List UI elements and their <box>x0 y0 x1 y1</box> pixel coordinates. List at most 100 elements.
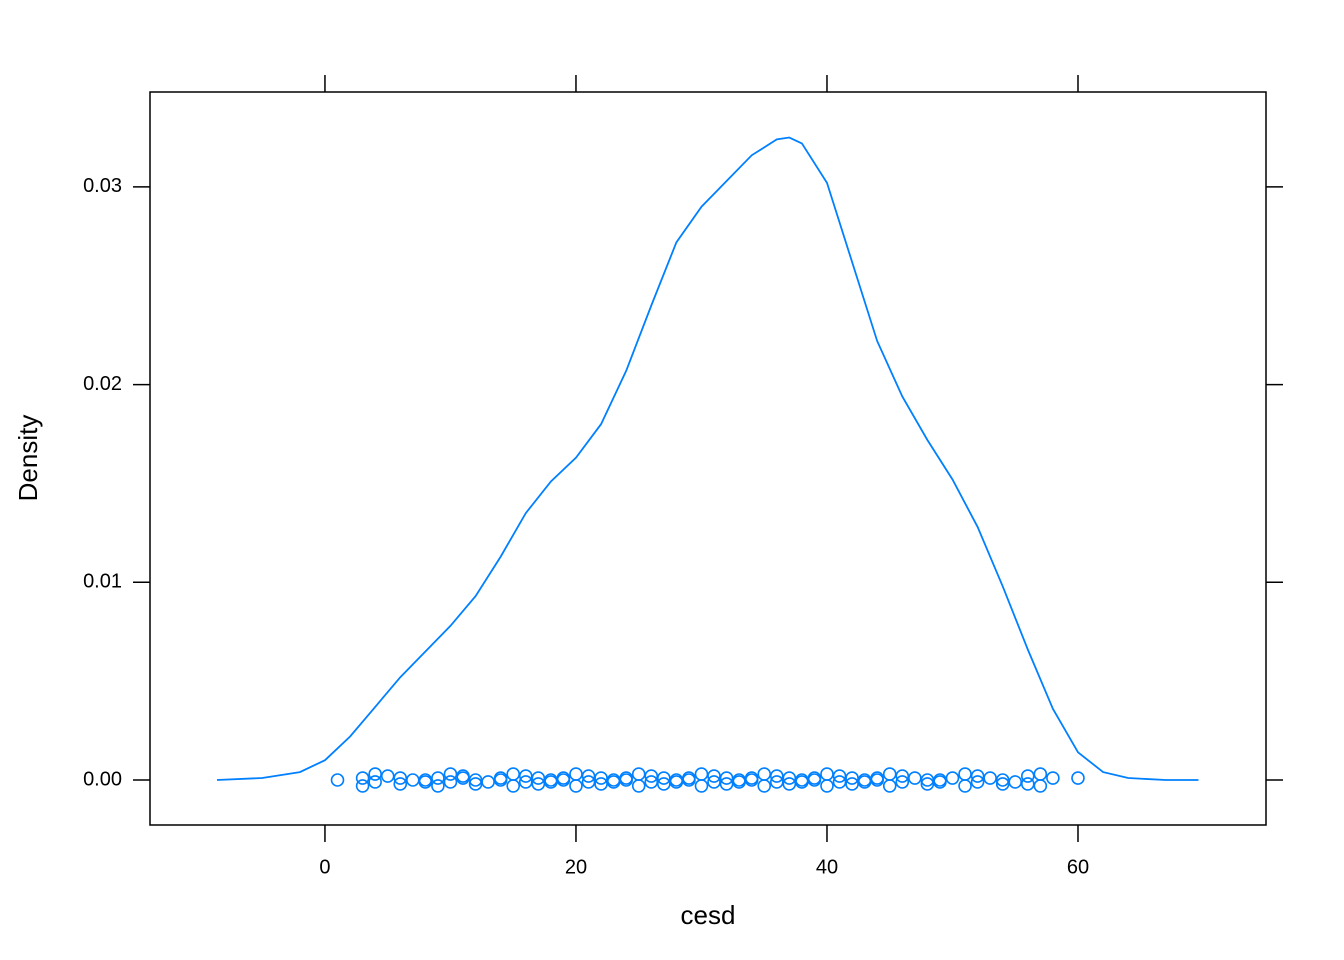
rug-point <box>958 767 972 781</box>
rug-point <box>719 771 734 785</box>
rug-point <box>769 775 784 789</box>
rug-point <box>431 779 445 793</box>
rug-point <box>1033 767 1048 781</box>
rug-point <box>544 775 558 789</box>
rug-point <box>368 767 382 781</box>
rug-point <box>882 767 897 781</box>
rug-point <box>418 773 433 787</box>
rug-point <box>669 775 684 789</box>
rug-point <box>857 775 872 789</box>
rug-point <box>1020 777 1035 791</box>
rug-point <box>1071 771 1085 785</box>
rug-point <box>506 767 521 781</box>
rug-point <box>657 777 671 791</box>
rug-point <box>431 771 445 785</box>
x-axis-label: cesd <box>681 900 736 930</box>
rug-point <box>443 775 458 789</box>
rug-point <box>820 779 834 793</box>
rug-point <box>707 769 721 783</box>
rug-point <box>895 769 910 783</box>
rug-point <box>757 767 772 781</box>
rug-point <box>606 775 621 789</box>
rug-point <box>1008 775 1023 789</box>
rug-point <box>581 775 596 789</box>
rug-point <box>518 775 533 789</box>
rug-point <box>594 771 608 785</box>
rug-point <box>807 771 822 785</box>
rug-point <box>832 775 847 789</box>
rug-point <box>569 779 583 793</box>
rug-point <box>908 771 922 785</box>
rug-point <box>531 771 546 785</box>
rug-point <box>995 777 1010 791</box>
rug-point <box>368 775 382 789</box>
rug-point <box>719 777 734 791</box>
rug-point <box>581 769 596 783</box>
rug-point <box>845 777 859 791</box>
rug-point <box>895 775 910 789</box>
rug-point <box>920 777 935 791</box>
y-tick-label: 0.02 <box>83 373 122 395</box>
x-tick-label: 20 <box>565 856 587 878</box>
rug-point <box>970 775 985 789</box>
rug-point <box>619 771 633 785</box>
rug-point <box>631 767 646 781</box>
rug-point <box>644 775 659 789</box>
rug-point <box>393 777 408 791</box>
rug-point <box>769 769 784 783</box>
rug-point <box>556 771 571 785</box>
rug-point <box>845 771 859 785</box>
rug-point <box>694 767 709 781</box>
rug-point <box>870 771 884 785</box>
rug-point <box>1020 769 1035 783</box>
rug-point <box>757 779 772 793</box>
rug-point <box>393 771 408 785</box>
rug-point <box>468 777 483 791</box>
rug-point <box>882 779 897 793</box>
rug-point <box>995 773 1010 787</box>
y-axis-label: Density <box>13 415 43 502</box>
rug-point <box>456 771 470 785</box>
x-tick-label: 40 <box>816 856 838 878</box>
rug-point <box>694 779 709 793</box>
rug-point <box>518 769 533 783</box>
rug-point <box>970 769 985 783</box>
rug-point <box>945 771 960 785</box>
rug-point <box>631 779 646 793</box>
plot-frame <box>149 91 1267 826</box>
rug-point <box>795 775 809 789</box>
rug-point <box>933 773 947 787</box>
x-tick-label: 60 <box>1067 856 1089 878</box>
rug-point <box>832 769 847 783</box>
rug-point <box>657 771 671 785</box>
y-tick-label: 0.01 <box>83 571 122 593</box>
rug-point <box>594 777 608 791</box>
rug-point <box>406 773 420 787</box>
rug-point <box>355 771 370 785</box>
rug-point <box>707 775 721 789</box>
density-line <box>216 136 1199 781</box>
rug-point <box>531 777 546 791</box>
rug-point <box>330 773 345 787</box>
rug-point <box>820 767 834 781</box>
rug-point <box>782 771 797 785</box>
rug-point <box>983 771 997 785</box>
rug-point <box>506 779 521 793</box>
y-tick-label: 0.03 <box>83 175 122 197</box>
y-tick-label: 0.00 <box>83 768 122 790</box>
rug-point <box>782 777 797 791</box>
rug-point <box>481 775 495 789</box>
rug-point <box>732 775 746 789</box>
rug-point <box>569 767 583 781</box>
rug-point <box>355 779 370 793</box>
x-tick-label: 0 <box>319 856 330 878</box>
rug-point <box>958 779 972 793</box>
rug-point <box>443 767 458 781</box>
rug-point <box>1033 779 1048 793</box>
rug-point <box>468 773 483 787</box>
rug-point <box>380 769 395 783</box>
rug-point <box>493 771 508 785</box>
rug-point <box>644 769 659 783</box>
rug-point <box>744 771 759 785</box>
